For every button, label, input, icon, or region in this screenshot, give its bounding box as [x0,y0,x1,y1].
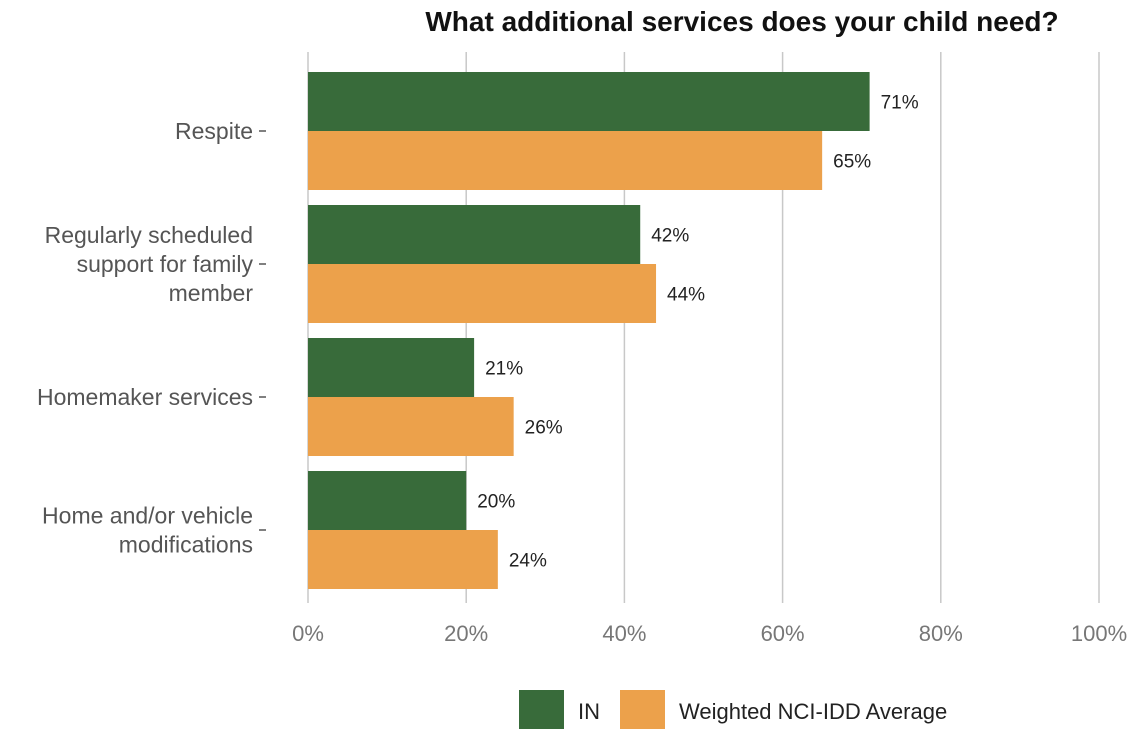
bar-nci-average [308,264,657,323]
category-label-line: modifications [119,532,253,558]
x-axis-ticks: 0% 20% 40% 60% 80% 100% [292,621,1127,646]
data-labels: 71% 65% 42% 44% 21% 26% 20% 24% [477,93,919,572]
category-label: Homemaker services [37,384,253,410]
category-label-line: Respite [175,118,253,144]
bar-in [308,471,467,530]
category-labels: Respite Regularly scheduled support for fa… [37,118,266,558]
bar-in [308,205,641,264]
category-label-line: member [169,280,254,306]
x-tick-label: 0% [292,621,324,646]
legend-label: Weighted NCI-IDD Average [679,699,947,724]
category-label: Regularly scheduled support for family mem… [45,222,254,306]
x-tick-label: 20% [444,621,488,646]
data-label: 65% [833,152,871,173]
data-label: 24% [509,551,547,572]
category-label-line: Home and/or vehicle [42,503,253,529]
category-label-line: Regularly scheduled [45,222,253,248]
category-label: Home and/or vehicle modifications [42,503,253,558]
legend-swatch [519,690,564,729]
category-label-line: support for family [77,251,254,277]
legend-swatch [620,690,665,729]
x-tick-label: 100% [1071,621,1127,646]
legend-label: IN [578,699,600,724]
bar-nci-average [308,530,498,589]
x-tick-label: 80% [919,621,963,646]
legend: IN Weighted NCI-IDD Average [519,690,947,729]
category-label-line: Homemaker services [37,384,253,410]
data-label: 20% [477,492,515,513]
bar-in [308,338,475,397]
data-label: 26% [525,418,563,439]
x-tick-label: 60% [761,621,805,646]
bar-nci-average [308,397,514,456]
bars [308,72,870,589]
data-label: 44% [667,285,705,306]
data-label: 42% [651,226,689,247]
x-tick-label: 40% [602,621,646,646]
data-label: 71% [881,93,919,114]
bar-nci-average [308,131,823,190]
chart-title: What additional services does your child… [425,6,1058,37]
bar-in [308,72,870,131]
category-label: Respite [175,118,253,144]
data-label: 21% [485,359,523,380]
